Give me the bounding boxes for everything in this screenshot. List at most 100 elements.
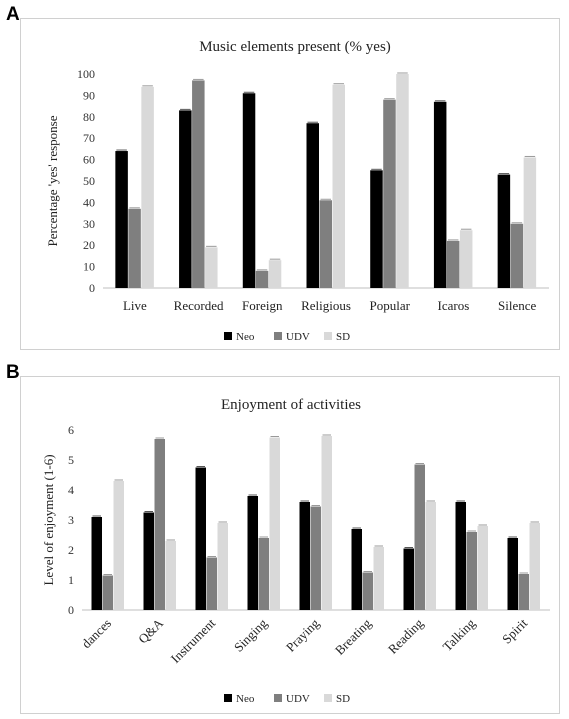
x-tick-label: dances [79,616,115,652]
y-tick-label: 10 [83,260,95,274]
y-tick-label: 6 [68,423,74,437]
legend-label-neo: Neo [236,693,255,705]
y-tick-label: 50 [83,174,95,188]
bar-neo [351,529,362,610]
x-tick-label: Silence [498,298,536,313]
bar-udv [206,557,217,610]
y-tick-label: 40 [83,195,95,209]
bar-udv [383,99,396,289]
x-tick-label: Q&A [135,615,166,646]
bar-udv [192,80,205,288]
x-tick-label: Breating [332,615,375,658]
x-tick-label: Reading [385,615,427,657]
bar-sd [113,481,124,610]
bar-neo [143,512,154,610]
x-tick-label: Spirit [499,615,530,646]
y-tick-label: 3 [68,513,74,527]
bar-sd [205,247,218,288]
bar-udv [362,572,373,610]
legend-swatch-sd [324,332,332,340]
bar-udv [446,240,460,288]
legend-swatch-neo [224,694,232,702]
bar-udv [102,575,113,610]
y-tick-label: 4 [68,483,74,497]
y-tick-label: 5 [68,453,74,467]
panel-b-label: B [6,362,20,383]
x-tick-label: Talking [440,615,479,654]
bar-neo [497,174,511,288]
bar-sd [529,523,540,610]
bar-neo [195,467,206,610]
bar-sd [523,157,537,288]
y-tick-label: 2 [68,543,74,557]
bar-sd [269,437,280,610]
y-tick-label: 0 [68,603,74,617]
bar-udv [466,532,477,610]
bar-udv [128,208,141,288]
legend-label-sd: SD [336,693,350,705]
bar-sd [217,523,228,610]
bar-sd [141,86,154,288]
bar-udv [518,574,529,610]
bar-udv [258,538,269,610]
y-tick-label: 100 [77,67,95,81]
x-tick-label: Recorded [174,298,224,313]
bar-neo [306,123,319,288]
legend-label-udv: UDV [286,331,310,343]
y-axis-label: Percentage 'yes' response [45,115,60,246]
legend-label-sd: SD [336,331,350,343]
bar-sd [268,260,282,288]
y-tick-label: 70 [83,131,95,145]
x-tick-label: Live [123,298,147,313]
bar-neo [299,502,310,610]
bar-neo [433,101,447,288]
bar-sd [477,526,488,610]
legend-swatch-neo [224,332,232,340]
y-tick-label: 60 [83,153,95,167]
chart-b-frame: Enjoyment of activities Level of enjoymen… [20,376,560,714]
bar-udv [319,200,332,288]
legend-label-udv: UDV [286,693,310,705]
bar-sd [165,541,176,610]
y-tick-label: 90 [83,88,95,102]
bar-neo [403,548,414,610]
bar-udv [310,506,321,610]
x-tick-label: Singing [231,615,271,655]
bar-neo [91,517,102,610]
y-tick-label: 0 [89,281,95,295]
x-tick-label: Religious [301,298,351,313]
y-tick-label: 1 [68,573,74,587]
bar-neo [455,502,466,610]
panel-a-label: A [6,4,20,25]
x-tick-label: Praying [283,615,323,655]
chart-a-frame: Music elements present (% yes) Percentage… [20,18,560,350]
chart-title: Enjoyment of activities [221,397,361,413]
x-tick-label: Instrument [168,615,219,666]
bar-neo [242,93,256,288]
chart-a: Music elements present (% yes) Percentage… [45,39,549,343]
bar-udv [255,270,269,288]
bar-neo [247,496,258,610]
bar-neo [115,151,128,288]
bar-neo [370,170,383,288]
bar-neo [179,110,192,288]
x-tick-label: Popular [369,298,410,313]
bar-sd [321,436,332,610]
bar-sd [425,502,436,610]
legend-swatch-udv [274,332,282,340]
bar-udv [154,439,165,610]
legend-swatch-udv [274,694,282,702]
legend-label-neo: Neo [236,331,255,343]
y-axis-label: Level of enjoyment (1-6) [41,454,56,585]
y-tick-label: 20 [83,238,95,252]
bar-sd [396,74,409,288]
bar-neo [507,538,518,610]
bar-sd [373,547,384,610]
x-tick-label: Foreign [242,298,283,313]
chart-title: Music elements present (% yes) [199,39,391,55]
x-tick-label: Icaros [438,298,470,313]
bar-sd [459,230,473,288]
bar-udv [414,464,425,610]
y-tick-label: 30 [83,217,95,231]
chart-b: Enjoyment of activities Level of enjoymen… [41,397,550,705]
